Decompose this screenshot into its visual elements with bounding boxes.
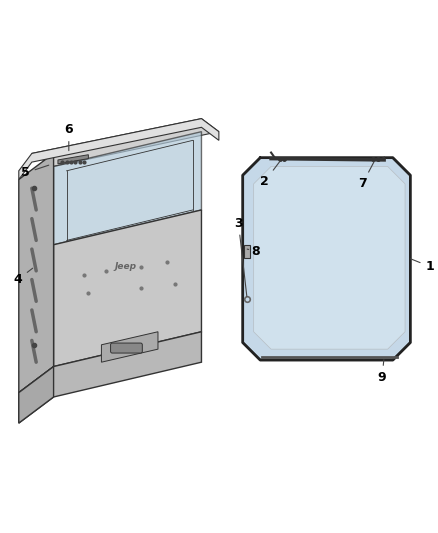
Polygon shape [19,119,219,180]
Text: 2: 2 [260,161,280,188]
Polygon shape [244,245,250,258]
Text: 5: 5 [21,165,49,180]
Text: 8: 8 [247,245,260,258]
Polygon shape [32,119,219,166]
Text: 1: 1 [411,259,434,273]
Text: 4: 4 [14,268,33,286]
Polygon shape [102,332,158,362]
Text: Jeep: Jeep [114,262,136,271]
Text: 9: 9 [378,360,386,384]
Polygon shape [53,132,201,245]
Polygon shape [19,367,53,423]
Polygon shape [243,158,410,360]
Text: 3: 3 [234,216,247,296]
Polygon shape [19,332,201,423]
Polygon shape [53,210,201,367]
FancyBboxPatch shape [110,343,142,353]
Polygon shape [58,155,88,164]
Polygon shape [254,166,405,349]
Text: 7: 7 [358,161,374,190]
Polygon shape [19,154,53,393]
Text: 6: 6 [64,123,73,151]
